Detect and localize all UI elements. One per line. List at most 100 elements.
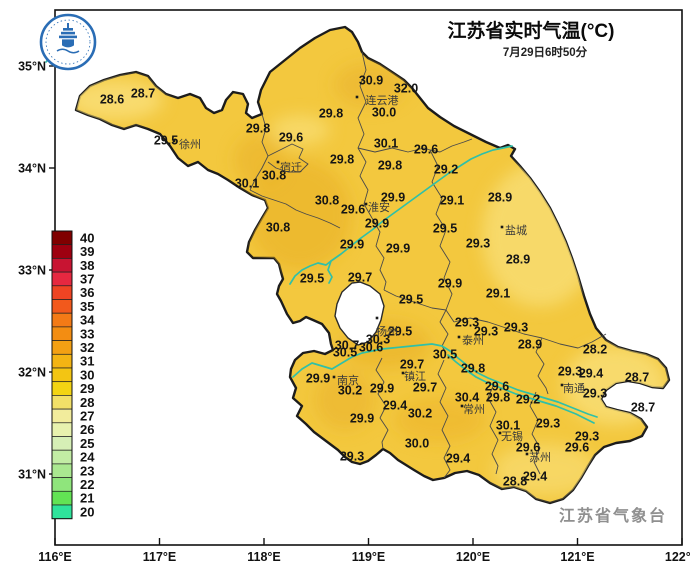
temp-label: 28.6 — [100, 93, 124, 107]
temp-label: 28.2 — [583, 343, 607, 357]
temp-label: 30.5 — [333, 346, 357, 360]
city-dot — [355, 95, 359, 99]
legend-swatch — [51, 299, 73, 314]
city-label: 泰州 — [462, 333, 484, 347]
city-dot — [560, 383, 564, 387]
legend-value: 28 — [80, 395, 94, 410]
temp-label: 30.3 — [366, 333, 390, 347]
temp-label: 29.1 — [440, 194, 464, 208]
legend-swatch — [51, 326, 73, 341]
temp-label: 29.3 — [583, 387, 607, 401]
temp-label: 29.6 — [516, 441, 540, 455]
city-dot — [457, 335, 461, 339]
legend-swatch — [51, 353, 73, 369]
temp-label: 30.8 — [266, 221, 290, 235]
temp-label: 30.1 — [374, 137, 398, 151]
temp-label: 28.9 — [488, 191, 512, 205]
temp-label: 29.6 — [341, 203, 365, 217]
temp-label: 29.8 — [461, 362, 485, 376]
legend-value: 35 — [80, 299, 94, 314]
legend-swatch — [51, 244, 73, 259]
temp-label: 30.8 — [262, 169, 286, 183]
legend-swatch — [51, 312, 73, 328]
legend-swatch — [51, 490, 73, 506]
temperature-legend: 4039383736353433323130292827262524232221… — [51, 230, 95, 520]
temp-label: 30.1 — [496, 419, 520, 433]
temp-label: 28.9 — [506, 253, 530, 267]
temp-label: 30.8 — [315, 194, 339, 208]
legend-swatch — [51, 408, 73, 424]
temp-label: 29.9 — [438, 277, 462, 291]
lat-label: 31°N — [18, 468, 46, 482]
legend-value: 34 — [80, 313, 95, 328]
temp-label: 29.7 — [400, 358, 424, 372]
temp-label: 29.4 — [579, 367, 603, 381]
temp-label: 29.2 — [434, 163, 458, 177]
city-dot — [172, 139, 176, 143]
temp-label: 28.9 — [518, 338, 542, 352]
legend-value: 33 — [80, 326, 94, 341]
temp-label: 30.5 — [433, 348, 457, 362]
gaoyou-lake — [334, 281, 385, 346]
temp-label: 29.3 — [558, 365, 582, 379]
legend-border — [51, 230, 73, 520]
city-label: 南京 — [337, 373, 359, 387]
legend-swatch — [51, 381, 73, 396]
legend-value: 31 — [80, 354, 94, 369]
city-label: 宿迁 — [280, 160, 302, 174]
legend-value: 24 — [80, 450, 95, 465]
legend-value: 39 — [80, 244, 94, 259]
temp-label: 30.7 — [335, 339, 359, 353]
yangtze-river-south-line — [447, 354, 595, 424]
legend-value: 37 — [80, 271, 94, 286]
page-title: 江苏省实时气温(°C) — [448, 19, 615, 42]
yangtze-river-north-line — [292, 343, 598, 418]
temp-label: 30.9 — [359, 74, 383, 88]
temp-label: 28.7 — [131, 87, 155, 101]
temp-label: 29.6 — [565, 441, 589, 455]
jiangsu-meteorological-logo — [39, 13, 97, 71]
temp-label: 28.7 — [631, 401, 655, 415]
lon-label: 116°E — [38, 550, 72, 564]
temp-label: 29.5 — [154, 134, 178, 148]
temp-label: 29.8 — [486, 391, 510, 405]
prefecture-boundaries — [249, 51, 607, 479]
temp-label: 29.4 — [383, 399, 407, 413]
city-label: 苏州 — [529, 451, 551, 464]
agency-credit: 江苏省气象台 — [559, 506, 667, 525]
temp-label: 30.4 — [455, 391, 479, 405]
temp-label: 29.7 — [413, 381, 437, 395]
temp-label: 29.9 — [340, 238, 364, 252]
timestamp: 7月29日6时50分 — [503, 45, 588, 59]
city-label: 镇江 — [404, 369, 426, 383]
temp-label: 29.6 — [279, 131, 303, 145]
wave-icon — [56, 48, 80, 54]
temp-label: 29.9 — [350, 412, 374, 426]
city-label: 淮安 — [368, 200, 390, 214]
city-dot — [332, 375, 336, 379]
city-label: 徐州 — [179, 137, 201, 151]
temp-label: 29.3 — [466, 237, 490, 251]
huai-river-branch-line — [289, 260, 333, 285]
lon-label: 121°E — [560, 550, 594, 564]
lon-label: 118°E — [247, 550, 281, 564]
city-dot — [375, 316, 379, 320]
legend-value: 26 — [80, 422, 94, 437]
legend-swatch — [51, 477, 73, 492]
temp-label: 28.7 — [625, 371, 649, 385]
temp-label: 29.3 — [340, 450, 364, 464]
legend-value: 22 — [80, 477, 94, 492]
city-dot — [525, 452, 529, 456]
legend-value: 36 — [80, 285, 94, 300]
temp-label: 29.5 — [399, 293, 423, 307]
city-dot — [276, 160, 280, 164]
temp-label: 30.2 — [338, 384, 362, 398]
lon-label: 122°E — [665, 550, 690, 564]
legend-swatch — [51, 271, 73, 287]
temp-label: 29.1 — [486, 287, 510, 301]
temp-label: 29.8 — [378, 159, 402, 173]
city-label: 南通 — [563, 382, 585, 395]
temp-label: 29.6 — [414, 143, 438, 157]
